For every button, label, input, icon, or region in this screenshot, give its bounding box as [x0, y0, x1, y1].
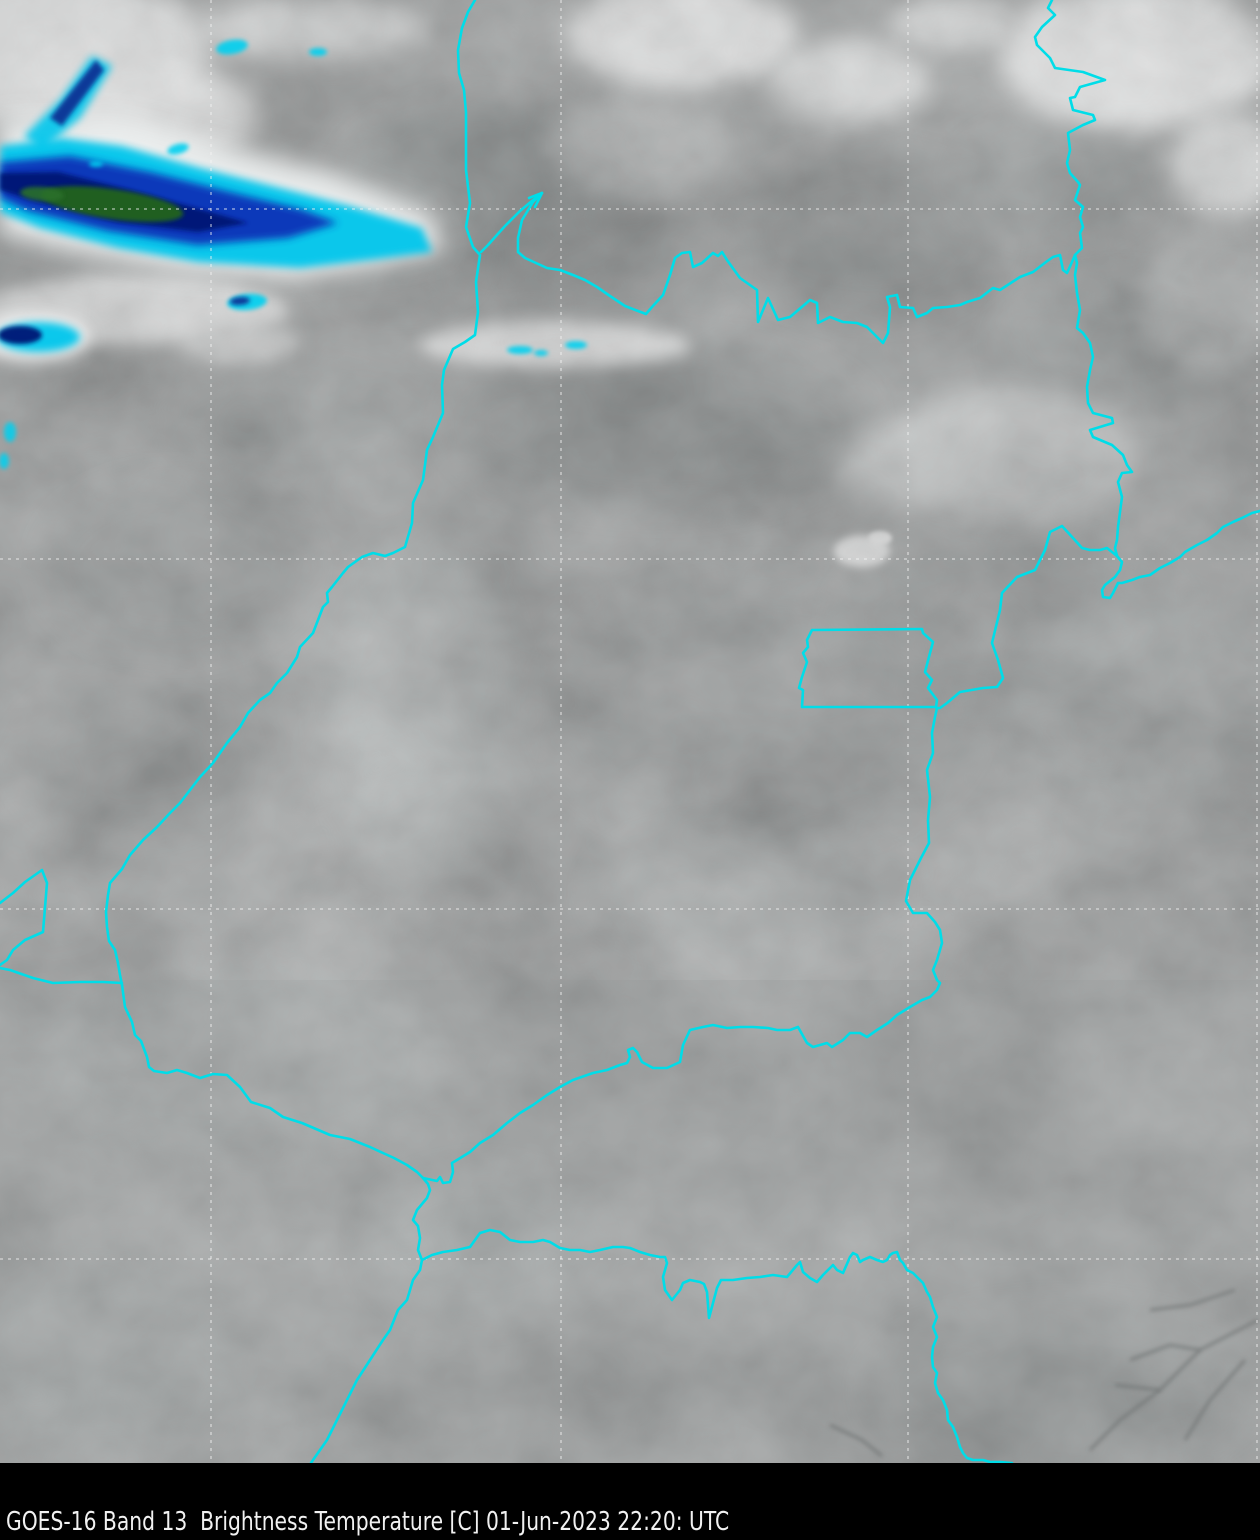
cold-cloud-spot	[0, 453, 9, 469]
state-boundaries	[0, 0, 1260, 1463]
cold-cloud-region	[50, 60, 104, 126]
state-boundary-line	[0, 966, 124, 985]
cold-cloud-spot	[20, 186, 64, 202]
satellite-image	[0, 0, 1260, 1463]
river-dendrite	[1129, 1343, 1201, 1362]
cold-cloud-region	[0, 156, 338, 245]
state-boundary-line	[516, 191, 1077, 345]
state-boundary-line	[421, 706, 944, 1185]
cold-cloud-spot	[309, 48, 327, 56]
river-texture-layer	[829, 1288, 1259, 1457]
cold-cloud-spot	[0, 326, 42, 344]
state-boundary-line	[0, 868, 49, 967]
state-boundary-line	[309, 1176, 432, 1463]
cold-cloud-spot	[507, 346, 533, 354]
satellite-image-canvas	[0, 0, 1260, 1463]
river-dendrite	[829, 1423, 883, 1457]
river-dendrite	[1149, 1288, 1236, 1312]
cold-cloud-enhancement-layer	[0, 39, 587, 469]
state-boundary-line	[1100, 509, 1260, 600]
state-boundary-line	[479, 191, 544, 254]
cold-cloud-spot	[534, 350, 548, 356]
state-boundary-line	[935, 524, 1119, 710]
cold-cloud-spot	[4, 422, 16, 442]
latlon-grid	[0, 0, 1260, 1463]
state-boundary-line	[120, 983, 425, 1180]
cold-cloud-spot	[167, 143, 189, 155]
cold-cloud-spot	[40, 186, 184, 222]
cold-cloud-spot	[230, 296, 250, 306]
state-boundary-line	[420, 1228, 1014, 1463]
state-boundary-line	[797, 627, 939, 709]
river-dendrite	[1114, 1383, 1161, 1392]
state-boundary-line	[527, 191, 544, 209]
cold-cloud-spot	[565, 341, 587, 349]
state-boundary-line	[1033, 0, 1134, 558]
cold-cloud-spot	[89, 161, 103, 167]
river-dendrite	[1183, 1359, 1246, 1441]
cold-cloud-spot	[216, 39, 248, 55]
caption-text: GOES-16 Band 13 Brightness Temperature […	[6, 1507, 730, 1538]
state-boundary-line	[104, 0, 482, 987]
caption-bar: GOES-16 Band 13 Brightness Temperature […	[0, 1463, 1260, 1540]
